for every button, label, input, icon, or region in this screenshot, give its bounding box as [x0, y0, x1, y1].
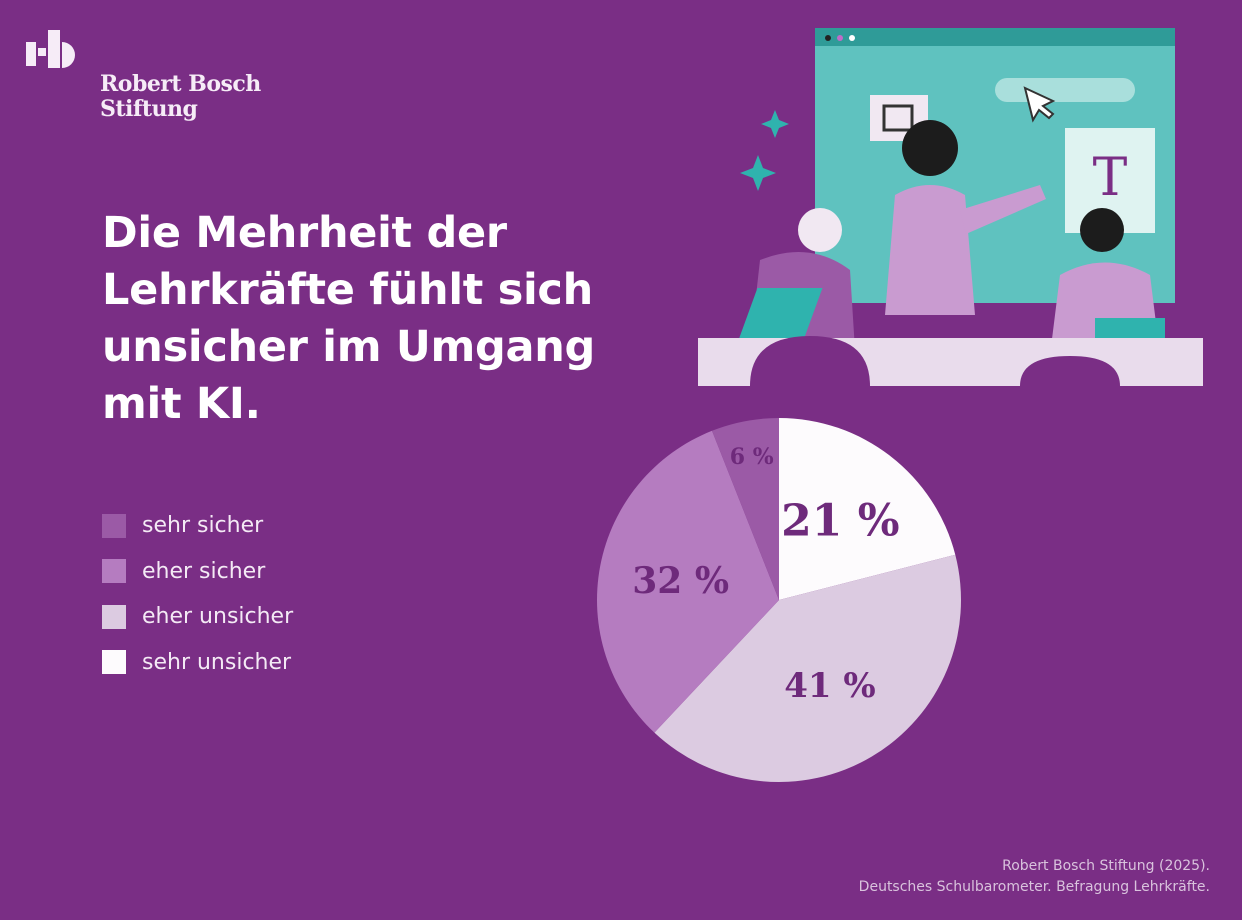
legend-label: sehr unsicher — [142, 649, 292, 675]
source-note: Robert Bosch Stiftung (2025). Deutsches … — [859, 856, 1210, 898]
legend-label: eher sicher — [142, 558, 266, 584]
pie-label: 32 % — [632, 560, 729, 602]
brand-name-line1: Robert Bosch — [100, 71, 261, 97]
legend-item-eher-sicher: eher sicher — [102, 558, 293, 584]
legend-item-eher-unsicher: eher unsicher — [102, 604, 294, 629]
teachers-illustration: T — [698, 28, 1203, 386]
legend-swatch — [102, 513, 126, 538]
pie-label: 41 % — [784, 666, 875, 706]
legend-label: sehr sicher — [142, 513, 264, 538]
source-line1: Robert Bosch Stiftung (2025). — [1002, 858, 1210, 874]
brand-name: Robert Bosch Stiftung — [100, 72, 261, 122]
legend-item-sehr-unsicher: sehr unsicher — [102, 649, 293, 675]
legend-label: eher unsicher — [142, 604, 294, 629]
brand-name-line2: Stiftung — [100, 96, 198, 122]
pie-slice-eher-unsicher — [654, 554, 962, 783]
pie-label: 6 % — [730, 444, 774, 470]
pie-label: 21 % — [781, 495, 899, 546]
pie-slice-eher-sicher — [597, 430, 779, 733]
chart-legend: sehr sicher eher sicher eher unsicher se… — [102, 513, 294, 696]
source-line2: Deutsches Schulbarometer. Befragung Lehr… — [858, 879, 1210, 895]
robert-bosch-stiftung-logo — [26, 30, 75, 68]
pie-slice-sehr-sicher — [712, 418, 779, 600]
legend-swatch — [102, 559, 126, 583]
pie-slice-sehr-unsicher — [779, 418, 956, 600]
legend-item-sehr-sicher: sehr sicher — [102, 513, 293, 538]
legend-swatch — [102, 650, 126, 674]
screen-letter: T — [1093, 148, 1128, 208]
chart-title: Die Mehrheit der Lehrkräfte fühlt sich u… — [102, 208, 596, 429]
legend-swatch — [102, 604, 126, 629]
